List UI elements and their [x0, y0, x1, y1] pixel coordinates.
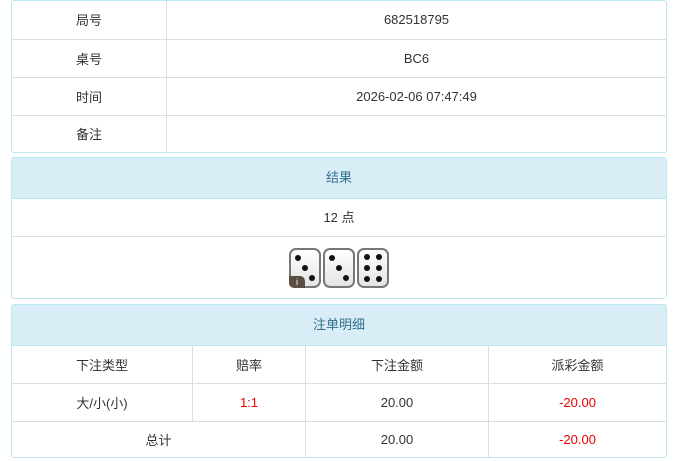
header-bet-amount: 下注金额 — [305, 346, 489, 384]
time-value: 2026-02-06 07:47:49 — [166, 76, 666, 116]
die-pip — [295, 254, 301, 261]
total-row: 总计 20.00 -20.00 — [12, 420, 666, 457]
die-3 — [323, 248, 355, 288]
bet-details-title: 注单明细 — [12, 305, 666, 346]
die-pip — [329, 254, 335, 261]
die-pip — [364, 254, 371, 261]
die-pip — [302, 265, 308, 271]
die-pip — [364, 265, 371, 271]
remark-label: 备注 — [12, 114, 167, 152]
die-pip — [375, 254, 382, 261]
table-value: BC6 — [166, 38, 666, 78]
payout: -20.00 — [488, 382, 666, 422]
die-pip — [375, 265, 382, 271]
table-label: 桌号 — [12, 38, 167, 78]
round-value: 682518795 — [166, 1, 666, 40]
bet-details-panel: 注单明细 下注类型 赔率 下注金额 派彩金额 大/小(小) 1:1 20.00 … — [11, 304, 667, 458]
die-pip — [375, 275, 382, 282]
die-pip — [343, 275, 349, 282]
remark-value — [166, 114, 666, 152]
bet-type: 大/小(小) — [12, 382, 193, 422]
header-odds: 赔率 — [192, 346, 306, 384]
die-pip — [309, 275, 315, 282]
header-payout: 派彩金额 — [488, 346, 666, 384]
total-payout: -20.00 — [488, 420, 666, 457]
bet-amount: 20.00 — [305, 382, 489, 422]
die-3: i — [289, 248, 321, 288]
result-points: 12 点 — [12, 199, 666, 237]
time-label: 时间 — [12, 76, 167, 116]
info-icon[interactable]: i — [289, 276, 305, 288]
die-pip — [336, 265, 342, 271]
round-info-panel: 局号 682518795 桌号 BC6 时间 2026-02-06 07:47:49 … — [11, 0, 667, 153]
header-bet-type: 下注类型 — [12, 346, 193, 384]
total-amount: 20.00 — [305, 420, 489, 457]
result-panel: 结果 12 点 i — [11, 157, 667, 299]
dice-row: i — [12, 237, 666, 298]
die-6 — [357, 248, 389, 288]
round-label: 局号 — [12, 1, 167, 40]
die-pip — [364, 275, 371, 282]
result-title: 结果 — [12, 158, 666, 199]
table-row: 大/小(小) 1:1 20.00 -20.00 — [12, 382, 666, 422]
odds: 1:1 — [192, 382, 306, 422]
total-label: 总计 — [12, 420, 306, 457]
